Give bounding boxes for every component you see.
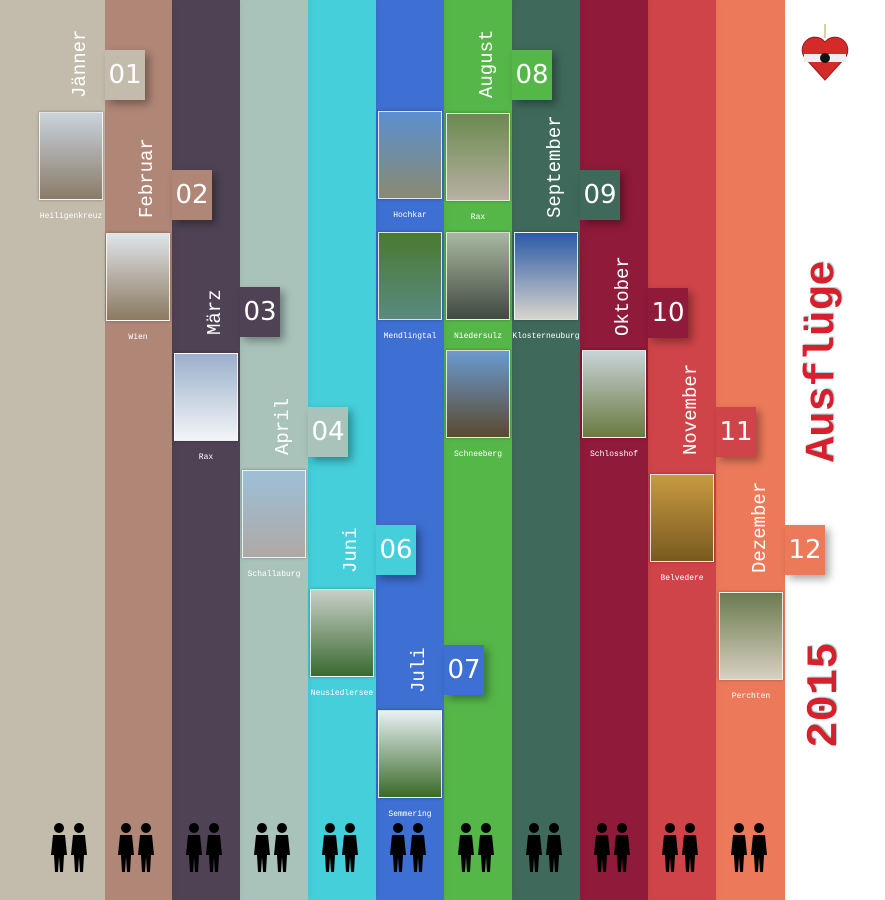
trip-photo[interactable]	[378, 111, 442, 199]
walking-couple-icon	[47, 822, 97, 879]
photographer-hikers-icon	[386, 822, 436, 879]
couple-walking-icon	[590, 822, 640, 879]
trip-photo[interactable]	[242, 470, 306, 558]
month-name: März	[204, 289, 226, 335]
trip-photo[interactable]	[514, 232, 578, 320]
trip-caption: Rax	[198, 453, 214, 462]
ice-skater-icon	[114, 822, 164, 879]
poster-title: Ausflüge	[798, 260, 846, 462]
trip-caption: Belvedere	[660, 574, 704, 583]
month-name: September	[544, 115, 566, 218]
trip-caption: Schlosshof	[589, 450, 638, 459]
month-number-tab: 09	[580, 170, 620, 220]
month-name: August	[476, 29, 498, 98]
month-number-tab: 08	[512, 50, 552, 100]
trip-photo[interactable]	[310, 589, 374, 677]
poster-year: 2015	[800, 642, 850, 748]
month-name: Dezember	[749, 481, 771, 573]
month-name: November	[680, 363, 702, 455]
trip-photo[interactable]	[39, 112, 103, 200]
month-strip-8	[512, 0, 580, 900]
couple-holding-hands-icon	[250, 822, 300, 879]
month-strip-4	[240, 0, 308, 900]
month-number-tab: 04	[308, 407, 348, 457]
trip-photo[interactable]	[446, 232, 510, 320]
trip-caption: Niedersulz	[453, 332, 502, 341]
trip-photo[interactable]	[446, 350, 510, 438]
trip-photo[interactable]	[446, 113, 510, 201]
trip-caption: Schallaburg	[247, 570, 301, 579]
trip-caption: Neusiedlersee	[310, 689, 374, 698]
snowshoe-hikers-icon	[182, 822, 232, 879]
month-number-tab: 03	[240, 287, 280, 337]
month-strip-2	[105, 0, 172, 900]
month-number-tab: 02	[172, 170, 212, 220]
trip-photo[interactable]	[378, 710, 442, 798]
woman-camera-icon	[658, 822, 708, 879]
trip-caption: Mendlingtal	[383, 332, 437, 341]
month-name: Februar	[136, 138, 158, 218]
month-number-tab: 10	[648, 288, 688, 338]
month-strip-3	[172, 0, 240, 900]
trip-photo[interactable]	[582, 350, 646, 438]
trip-photo[interactable]	[378, 232, 442, 320]
month-name: April	[272, 397, 294, 455]
trip-photo[interactable]	[174, 353, 238, 441]
trip-caption: Klosterneuburg	[512, 332, 580, 341]
trip-caption: Heiligenkreuz	[39, 212, 103, 221]
pointing-couple-icon	[522, 822, 572, 879]
nordic-walker-icon	[454, 822, 504, 879]
month-name: Juli	[408, 647, 430, 693]
trip-caption: Perchten	[731, 692, 771, 701]
month-name: Juni	[340, 527, 362, 573]
dancing-photographer-icon	[727, 822, 777, 879]
trip-caption: Rax	[470, 213, 486, 222]
month-name: Oktober	[612, 256, 634, 336]
cyclists-icon	[318, 822, 368, 879]
month-number-tab: 12	[785, 525, 825, 575]
month-number-tab: 07	[444, 645, 484, 695]
month-number-tab: 06	[376, 525, 416, 575]
trip-caption: Schneeberg	[453, 450, 502, 459]
trip-caption: Hochkar	[393, 211, 427, 220]
trip-photo[interactable]	[719, 592, 783, 680]
trip-caption: Semmering	[388, 810, 432, 819]
trip-photo[interactable]	[106, 233, 170, 321]
trip-caption: Wien	[128, 333, 148, 342]
trip-photo[interactable]	[650, 474, 714, 562]
austria-heart-ornament-icon	[800, 24, 850, 89]
month-name: Jänner	[69, 29, 91, 98]
month-number-tab: 01	[105, 50, 145, 100]
month-number-tab: 11	[716, 407, 756, 457]
month-strip-10	[648, 0, 716, 900]
month-strip-9	[580, 0, 648, 900]
